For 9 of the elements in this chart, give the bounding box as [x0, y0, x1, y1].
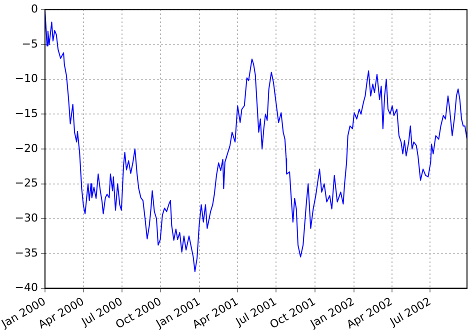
y-tick-label: −35	[14, 246, 38, 260]
y-tick-label: −25	[14, 176, 38, 190]
y-tick-label: −15	[14, 106, 38, 120]
y-tick-label: −20	[14, 142, 38, 155]
y-tick-label: −10	[14, 72, 38, 86]
y-tick-label: −5	[22, 37, 38, 50]
y-tick-label: −30	[14, 211, 38, 224]
y-tick-label: −40	[14, 281, 38, 294]
y-tick-label: 0	[30, 2, 38, 16]
